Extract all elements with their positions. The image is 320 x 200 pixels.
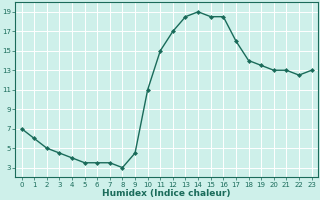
X-axis label: Humidex (Indice chaleur): Humidex (Indice chaleur) xyxy=(102,189,231,198)
